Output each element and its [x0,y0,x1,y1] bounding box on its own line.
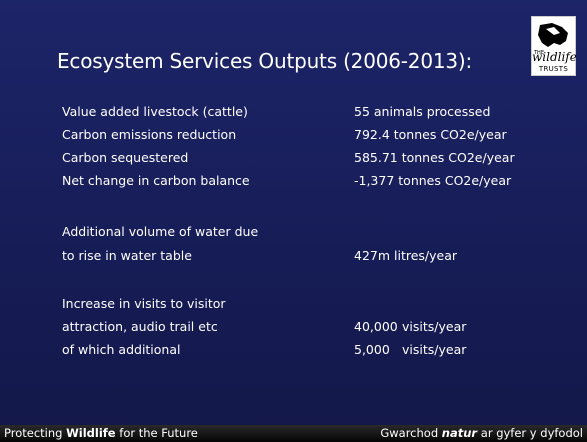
footer-text: ar gyfer y dyfodol [480,426,583,440]
row: to rise in water table 427m litres/year [62,248,457,263]
footer-bold: Wildlife [66,426,116,440]
row-label: of which additional [62,342,181,357]
value-text: 427m litres/year [354,248,458,263]
row-value: 585.71 tonnes CO2e/year [354,150,515,165]
value-text: 792.4 tonnes CO2e/year [354,127,507,142]
row-value: -1,377 tonnes CO2e/year [354,173,511,188]
row: Additional volume of water due [62,224,258,239]
row-label: to rise in water table [62,248,192,263]
logo-sub: TRUSTS [538,65,569,73]
row-label: Net change in carbon balance [62,173,250,188]
slide-title: Ecosystem Services Outputs (2006-2013): [57,49,473,73]
row: attraction, audio trail etc 40,000 visits/… [62,319,466,334]
row-label: attraction, audio trail etc [62,319,218,334]
row-label: Additional volume of water due [62,224,259,239]
row-label: Carbon sequestered [62,150,189,165]
value-text: -1,377 tonnes CO2e/year [354,173,512,188]
footer-bold: natur [441,426,478,440]
row-value: 55 animals processed [354,104,490,119]
value-text: 40,000 [354,319,398,334]
row: Value added livestock (cattle) 55 animals… [62,104,490,119]
row-value: 5,000 visits/year [354,342,466,357]
footer-text: Gwarchod [380,426,439,440]
row-label: Value added livestock (cattle) [62,104,248,119]
row: Increase in visits to visitor [62,296,226,311]
footer: Protecting Wildlife for the Future Gwarc… [0,425,587,442]
badger-icon [538,23,568,47]
row: Carbon emissions reduction 792.4 tonnes C… [62,127,507,142]
row: Carbon sequestered 585.71 tonnes CO2e/yea… [62,150,515,165]
value-text: 585.71 tonnes CO2e/year [354,150,515,165]
row: Net change in carbon balance -1,377 tonne… [62,173,511,188]
logo-small: THE [534,50,544,56]
value-unit: visits/year [402,342,467,357]
row: of which additional 5,000 visits/year [62,342,466,357]
logo: THE wildlife TRUSTS [531,16,577,76]
row-value: 427m litres/year [354,248,457,263]
footer-text: for the Future [119,426,198,440]
value-unit: visits/year [402,319,467,334]
footer-text: Protecting [4,426,63,440]
value-text: 55 animals processed [354,104,491,119]
logo-main: wildlife [532,50,577,64]
value-text: 5,000 [354,342,390,357]
row-label: Increase in visits to visitor [62,296,226,311]
row-value: 792.4 tonnes CO2e/year [354,127,507,142]
row-label: Carbon emissions reduction [62,127,237,142]
footer-right: Gwarchod natur ar gyfer y dyfodol [380,425,583,442]
footer-left: Protecting Wildlife for the Future [4,425,198,442]
row-value: 40,000 visits/year [354,319,466,334]
